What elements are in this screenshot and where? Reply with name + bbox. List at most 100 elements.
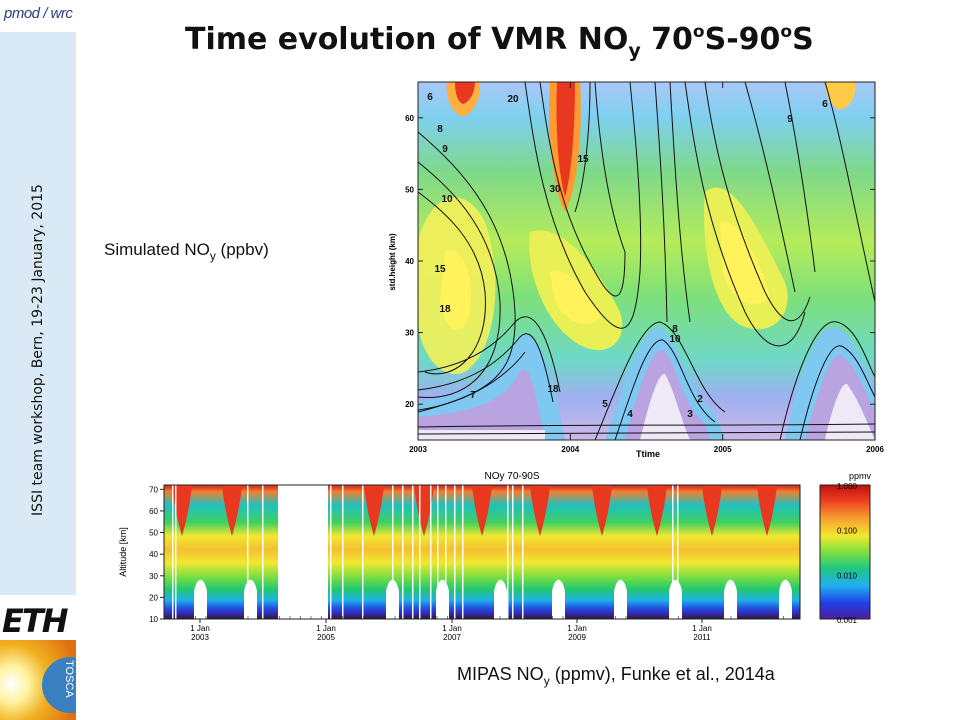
contour-label: 18: [439, 304, 451, 315]
pmod-wrc-logo-text: pmod / wrc: [4, 5, 73, 22]
data-gap: [278, 485, 328, 619]
y-tick-label: 50: [405, 185, 414, 194]
colorbar-tick-label: 0.001: [837, 616, 858, 625]
x-tick-label: 2009: [568, 633, 586, 642]
noy-descent-feature: [530, 485, 550, 536]
contour-label: 6: [427, 92, 433, 103]
y-tick-label: 60: [149, 507, 158, 516]
sidebar-strip: [0, 0, 76, 595]
contour-lines: [418, 82, 875, 440]
data-gap-line: [507, 485, 509, 619]
x-tick-label: 1 Jan: [567, 624, 587, 633]
tosca-logo: TOSCA: [0, 640, 76, 720]
contour-label: 20: [507, 94, 519, 105]
data-gap: [194, 579, 207, 619]
x-axis-label: Ttime: [636, 449, 660, 459]
page-title: Time evolution of VMR NOy 70oS-90oS: [185, 22, 814, 62]
data-gap: [552, 579, 565, 619]
y-axis-label: std.height (km): [388, 233, 397, 291]
data-gap-line: [392, 485, 394, 619]
noy-descent-feature: [364, 485, 384, 536]
plot-frame: [163, 484, 801, 620]
mipas-chart-title: NOy 70-90S: [484, 471, 539, 482]
pmod-wrc-logo: pmod / wrc: [0, 0, 76, 32]
x-tick-label: 1 Jan: [442, 624, 462, 633]
contour-label: 15: [434, 264, 446, 275]
x-tick-label: 2005: [317, 633, 335, 642]
data-gap-line: [672, 485, 674, 619]
data-gap-line: [330, 485, 332, 619]
x-tick-label: 2011: [693, 633, 711, 642]
workshop-caption: ISSI team workshop, Bern, 19-23 January,…: [30, 184, 46, 516]
data-gap: [494, 579, 507, 619]
noy-descent-feature: [647, 485, 667, 536]
data-gap-line: [512, 485, 514, 619]
colorbar: [819, 484, 871, 620]
x-tick-label: 1 Jan: [316, 624, 336, 633]
x-tick-label: 1 Jan: [190, 624, 210, 633]
x-tick-label: 2006: [866, 445, 884, 454]
eth-logo: ETH: [2, 602, 68, 640]
x-tick-label: 2003: [409, 445, 427, 454]
data-gap-line: [522, 485, 524, 619]
y-tick-label: 20: [405, 400, 414, 409]
data-gap: [669, 579, 682, 619]
contour-label: 4: [627, 409, 633, 420]
data-gap-line: [362, 485, 364, 619]
data-gap-line: [677, 485, 679, 619]
x-tick-label: 2005: [714, 445, 732, 454]
data-gap-line: [454, 485, 456, 619]
y-tick-label: 30: [405, 329, 414, 338]
data-gap: [244, 579, 257, 619]
contour-label: 8: [437, 124, 443, 135]
contour-label: 9: [787, 114, 793, 125]
y-tick-label: 10: [149, 615, 158, 624]
data-gap: [614, 579, 627, 619]
simulated-noy-label: Simulated NOy (ppbv): [104, 240, 269, 263]
noy-descent-feature: [222, 485, 242, 536]
data-gap-line: [247, 485, 249, 619]
y-tick-label: 70: [149, 485, 158, 494]
colorbar-ticks: 1.000 0.100 0.010 0.001: [837, 482, 858, 625]
x-tick-label: 1 Jan: [692, 624, 712, 633]
sidebar: pmod / wrc ISSI team workshop, Bern, 19-…: [0, 0, 76, 720]
x-tick-label: 2007: [443, 633, 461, 642]
x-tick-label: 2004: [561, 445, 579, 454]
data-gap-line: [175, 485, 177, 619]
x-tick-label: 2003: [191, 633, 209, 642]
colorbar-tick-label: 0.100: [837, 527, 858, 536]
data-gap-line: [262, 485, 264, 619]
contour-label: 10: [669, 334, 681, 345]
data-gap-line: [172, 485, 174, 619]
contour-label: 18: [547, 384, 559, 395]
contour-field: [418, 82, 875, 440]
noy-descent-feature: [172, 485, 192, 536]
data-gap-line: [437, 485, 439, 619]
data-gap-line: [430, 485, 432, 619]
noy-descent-feature: [472, 485, 492, 536]
contour-label: 30: [549, 184, 561, 195]
data-gap-line: [342, 485, 344, 619]
data-gap-line: [445, 485, 447, 619]
x-axis: 2003 2004 2005 2006: [409, 82, 884, 454]
contour-label: 10: [441, 194, 453, 205]
tosca-logo-text: TOSCA: [63, 660, 75, 698]
noy-descent-feature: [757, 485, 777, 536]
simulated-noy-chart: 2003 2004 2005 2006 20 30 40 50 60 6 8 9 10 15 18 20 3…: [388, 81, 884, 459]
contour-label: 5: [602, 399, 608, 410]
colorbar-unit: ppmv: [849, 471, 872, 481]
colorbar-tick-label: 0.010: [837, 571, 858, 580]
y-axis-label: Altitude [km]: [118, 527, 128, 577]
contour-label: 9: [442, 144, 448, 155]
contour-label: 3: [687, 409, 693, 420]
data-gap-line: [462, 485, 464, 619]
y-axis: 20 30 40 50 60: [405, 114, 875, 409]
data-gap: [724, 579, 737, 619]
data-gap-line: [402, 485, 404, 619]
contour-label: 2: [697, 394, 703, 405]
colorbar-tick-label: 1.000: [837, 482, 858, 491]
contour-label: 15: [577, 154, 589, 165]
data-gap-line: [419, 485, 421, 619]
